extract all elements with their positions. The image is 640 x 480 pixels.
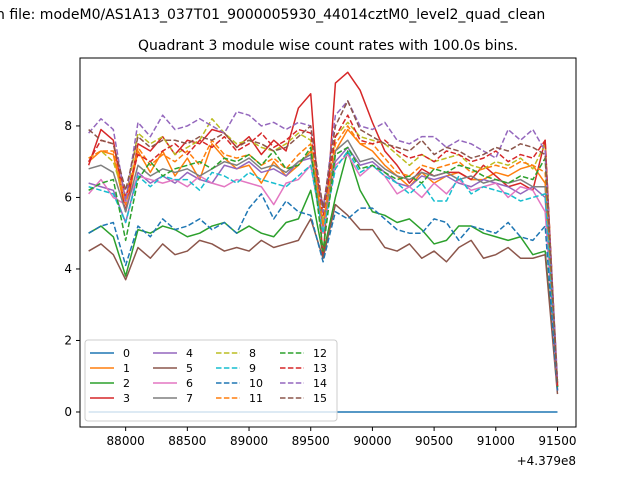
suptitle: n file: modeM0/AS1A13_037T01_9000005930_… (0, 7, 545, 23)
legend-label-11: 11 (249, 392, 263, 405)
x-tick-label: 91500 (538, 434, 576, 448)
series-line-10 (88, 193, 559, 391)
legend-label-1: 1 (123, 362, 130, 375)
y-axis: 0 2 4 6 8 (64, 119, 80, 419)
x-offset-label: +4.379e8 (517, 454, 576, 468)
legend-box (84, 339, 338, 422)
series-line-5 (88, 203, 559, 395)
series-line-11 (88, 125, 559, 384)
legend-label-4: 4 (186, 347, 193, 360)
series-group (87, 71, 559, 413)
legend-label-0: 0 (123, 347, 130, 360)
y-tick-label: 4 (64, 262, 72, 276)
legend-label-3: 3 (123, 392, 130, 405)
x-tick-label: 91000 (477, 434, 515, 448)
series-line-14 (88, 100, 559, 380)
legend-label-10: 10 (249, 377, 263, 390)
series-line-7 (88, 139, 559, 387)
series-line-13 (87, 114, 559, 387)
x-tick-label: 88500 (168, 434, 206, 448)
y-tick-label: 2 (64, 333, 72, 347)
legend-label-12: 12 (313, 347, 327, 360)
legend-label-5: 5 (186, 362, 193, 375)
legend-label-14: 14 (313, 377, 327, 390)
y-tick-label: 8 (64, 119, 72, 133)
legend-label-7: 7 (186, 392, 193, 405)
legend-label-13: 13 (313, 362, 327, 375)
series-line-15 (88, 100, 559, 384)
x-tick-label: 90000 (353, 434, 391, 448)
plot-frame (79, 57, 577, 428)
x-tick-label: 89500 (292, 434, 330, 448)
series-line-9 (88, 150, 559, 387)
y-tick-label: 0 (64, 405, 72, 419)
legend-label-8: 8 (249, 347, 256, 360)
series-line-12 (88, 146, 559, 387)
series-line-8 (88, 118, 559, 384)
legend-label-9: 9 (249, 362, 256, 375)
legend-label-2: 2 (123, 377, 130, 390)
y-tick-label: 6 (64, 190, 72, 204)
chart-title: Quadrant 3 module wise count rates with … (138, 38, 518, 54)
legend-label-6: 6 (186, 377, 193, 390)
x-tick-label: 90500 (415, 434, 453, 448)
legend-label-15: 15 (313, 392, 327, 405)
x-axis: 88000 88500 89000 89500 90000 90500 91000 91500 (107, 427, 577, 448)
series-line-6 (88, 153, 559, 391)
x-tick-label: 88000 (107, 434, 145, 448)
x-tick-label: 89000 (230, 434, 268, 448)
